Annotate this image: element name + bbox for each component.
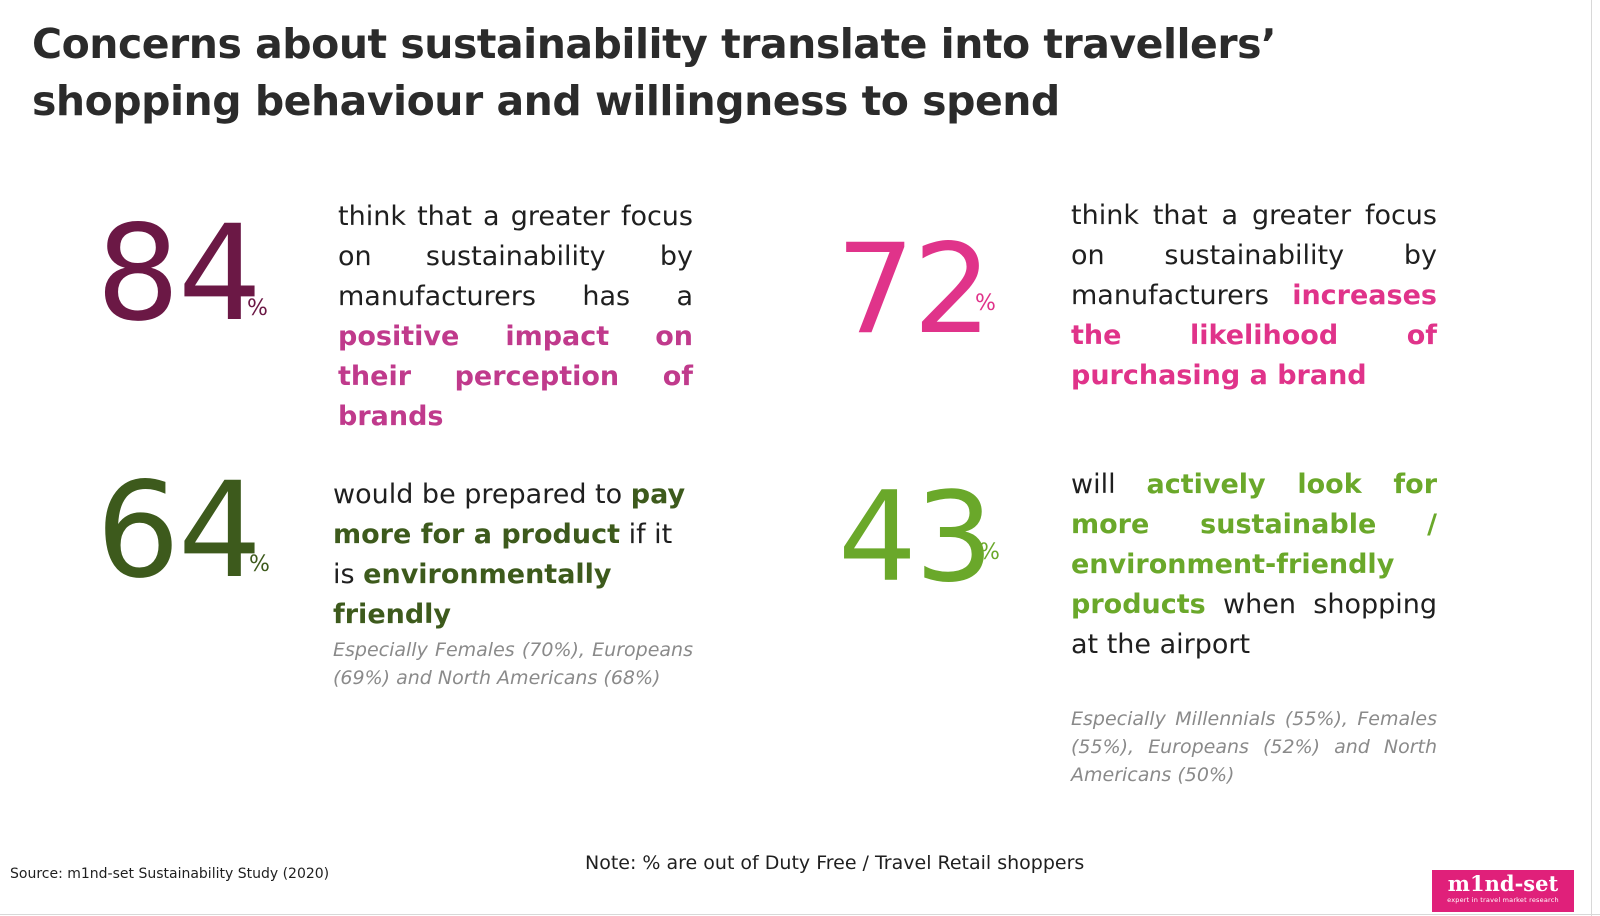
stat-43-description: will actively look for more sustainable … bbox=[1071, 465, 1437, 665]
stat-72-text: think that a greater focus on sustainabi… bbox=[1071, 200, 1437, 311]
stat-64-note: Especially Females (70%), Europeans (69%… bbox=[333, 639, 693, 689]
stat-64-text: would be prepared to bbox=[333, 479, 631, 510]
stat-43-value: 43 bbox=[838, 466, 994, 610]
footnote: Note: % are out of Duty Free / Travel Re… bbox=[585, 852, 1085, 874]
stat-64-number: 64 bbox=[96, 465, 262, 597]
stat-84-number: 84 bbox=[96, 208, 262, 340]
stat-72-unit: % bbox=[975, 291, 996, 316]
stat-72-value: 72 bbox=[836, 218, 992, 362]
stat-64-highlight: pay more for a product bbox=[333, 479, 686, 550]
stat-84-unit: % bbox=[247, 296, 268, 321]
brand-logo: m1nd-set expert in travel market researc… bbox=[1432, 870, 1574, 912]
slide-right-border bbox=[1591, 0, 1592, 916]
stat-43-text-after: when shopping at the airport bbox=[1071, 589, 1437, 660]
slide-title: Concerns about sustainability translate … bbox=[32, 20, 1277, 125]
stat-84-description: think that a greater focus on sustainabi… bbox=[338, 197, 693, 437]
stat-72-number: 72 bbox=[836, 228, 992, 352]
stat-84-text: think that a greater focus on sustainabi… bbox=[338, 201, 693, 312]
stat-84-value: 84 bbox=[96, 197, 262, 351]
logo-wordmark: m1nd-set bbox=[1447, 871, 1559, 896]
stat-72-description: think that a greater focus on sustainabi… bbox=[1071, 196, 1437, 396]
source-citation: Source: m1nd-set Sustainability Study (2… bbox=[10, 866, 330, 882]
stat-64-description: would be prepared to pay more for a prod… bbox=[333, 475, 693, 635]
stat-64-highlight-2: environmentally friendly bbox=[333, 559, 612, 630]
stat-64-value: 64 bbox=[96, 454, 262, 608]
slide-bottom-border bbox=[0, 914, 1600, 915]
logo-tagline: expert in travel market research bbox=[1447, 896, 1559, 904]
stat-43-number: 43 bbox=[838, 476, 994, 600]
stat-64-text-middle: if it is bbox=[333, 519, 673, 590]
stat-43-highlight: actively look for more sustainable / env… bbox=[1071, 469, 1438, 620]
stat-43-unit: % bbox=[979, 540, 1000, 565]
stat-72-highlight: increases the likelihood of purchasing a… bbox=[1071, 280, 1437, 391]
stat-84-highlight: positive impact on their perception of b… bbox=[338, 321, 693, 432]
stat-64-unit: % bbox=[249, 552, 270, 577]
stat-43-note: Especially Millennials (55%), Females (5… bbox=[1071, 708, 1437, 786]
stat-43-text: will bbox=[1071, 469, 1147, 500]
